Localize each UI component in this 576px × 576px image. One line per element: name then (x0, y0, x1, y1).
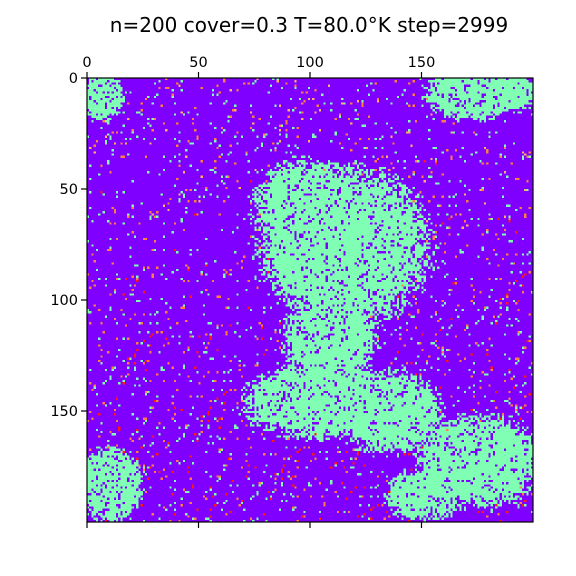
y-tick-label: 150 (50, 404, 78, 420)
heatmap-image (87, 78, 533, 522)
x-tick-label: 50 (189, 55, 207, 71)
heatmap-raster (87, 78, 533, 522)
y-axis-left: 0 50 100 150 (50, 71, 87, 420)
x-tick-label: 150 (408, 55, 436, 71)
x-axis-bottom (86, 522, 423, 528)
x-axis-top: 0 50 100 150 (82, 55, 435, 78)
x-tick-label: 100 (296, 55, 324, 71)
y-tick-label: 0 (69, 71, 78, 87)
chart-title: n=200 cover=0.3 T=80.0°K step=2999 (110, 13, 508, 37)
y-tick-label: 100 (50, 293, 78, 309)
x-tick-label: 0 (82, 55, 91, 71)
y-tick-label: 50 (60, 182, 78, 198)
